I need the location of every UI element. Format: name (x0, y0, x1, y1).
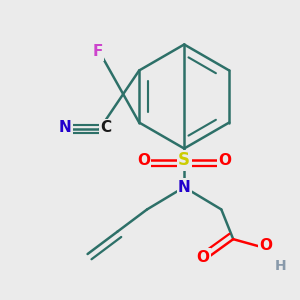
Text: S: S (178, 152, 190, 169)
Text: C: C (100, 120, 111, 135)
Text: H: H (275, 259, 286, 273)
Text: O: O (196, 250, 209, 265)
Text: F: F (93, 44, 103, 59)
Text: O: O (259, 238, 272, 253)
Text: O: O (137, 153, 150, 168)
Text: O: O (218, 153, 231, 168)
Text: N: N (59, 120, 72, 135)
Text: N: N (178, 180, 190, 195)
